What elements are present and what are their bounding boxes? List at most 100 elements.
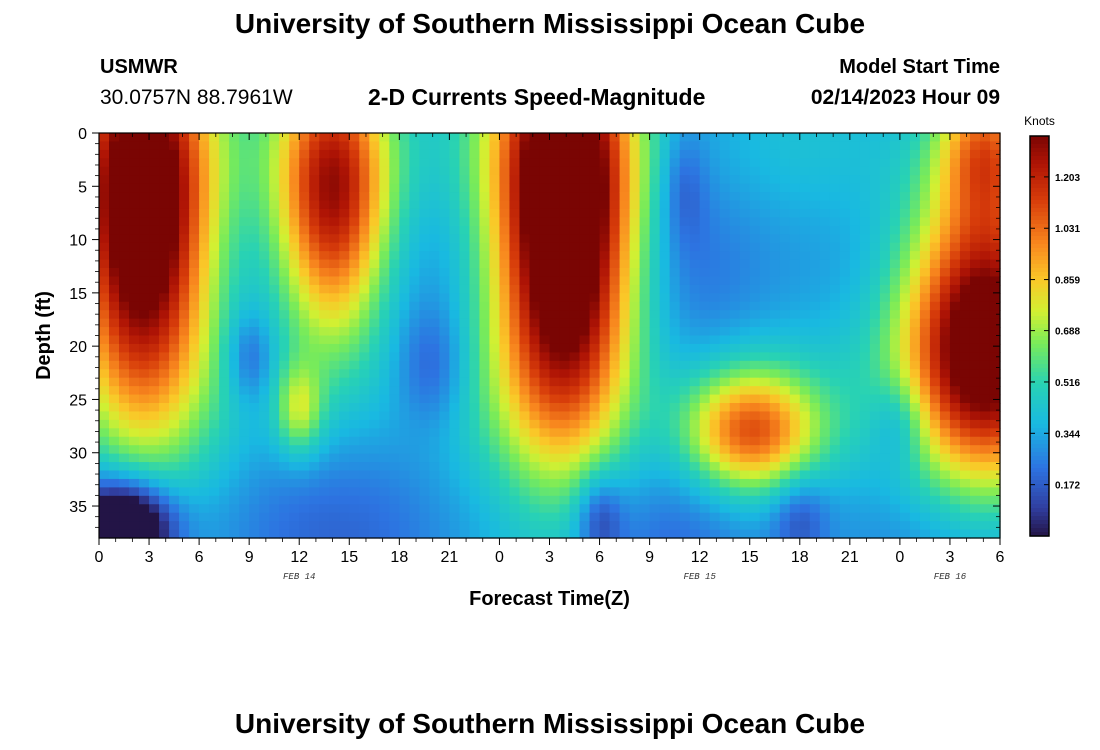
heatmap-cell (849, 175, 861, 185)
heatmap-cell (359, 268, 370, 278)
heatmap-cell (259, 360, 270, 370)
heatmap-cell (539, 428, 551, 438)
heatmap-cell (289, 318, 300, 328)
heatmap-cell (439, 293, 450, 303)
heatmap-cell (829, 487, 841, 497)
heatmap-cell (119, 268, 130, 278)
heatmap-cell (439, 487, 450, 497)
heatmap-cell (289, 327, 300, 337)
heatmap-cell (549, 284, 561, 294)
heatmap-cell (829, 436, 841, 446)
heatmap-cell (769, 445, 781, 455)
heatmap-cell (649, 318, 661, 328)
heatmap-cell (339, 436, 350, 446)
heatmap-cell (589, 293, 601, 303)
heatmap-cell (269, 360, 280, 370)
heatmap-cell (699, 217, 711, 227)
heatmap-cell (489, 436, 501, 446)
heatmap-cell (369, 149, 380, 159)
heatmap-cell (509, 259, 521, 269)
heatmap-cell (679, 428, 691, 438)
heatmap-cell (829, 360, 841, 370)
heatmap-cell (969, 403, 981, 413)
heatmap-cell (259, 251, 270, 261)
heatmap-cell (869, 217, 881, 227)
heatmap-cell (149, 487, 160, 497)
heatmap-cell (979, 462, 991, 472)
heatmap-cell (109, 301, 120, 311)
heatmap-cell (339, 158, 350, 168)
heatmap-cell (729, 158, 741, 168)
colorbar-tick-label: 0.859 (1055, 276, 1080, 287)
heatmap-cell (629, 419, 641, 429)
heatmap-cell (599, 335, 611, 345)
heatmap-cell (629, 403, 641, 413)
heatmap-cell (579, 327, 591, 337)
heatmap-cell (879, 141, 891, 151)
heatmap-cell (699, 301, 711, 311)
heatmap-cell (799, 183, 811, 193)
heatmap-cell (759, 360, 771, 370)
heatmap-cell (959, 386, 971, 396)
heatmap-cell (369, 478, 380, 488)
heatmap-cell (619, 276, 631, 286)
heatmap-cell (569, 133, 581, 143)
heatmap-cell (619, 478, 631, 488)
heatmap-cell (719, 284, 731, 294)
heatmap-cell (959, 158, 971, 168)
heatmap-cell (279, 335, 290, 345)
heatmap-cell (329, 293, 340, 303)
heatmap-cell (519, 200, 531, 210)
heatmap-cell (359, 394, 370, 404)
heatmap-cell (219, 158, 230, 168)
heatmap-cell (759, 343, 771, 353)
heatmap-cell (589, 512, 601, 522)
heatmap-cell (269, 200, 280, 210)
heatmap-cell (269, 369, 280, 379)
heatmap-cell (629, 217, 641, 227)
heatmap-cell (199, 386, 210, 396)
heatmap-cell (899, 133, 911, 143)
heatmap-cell (159, 419, 170, 429)
heatmap-cell (689, 369, 701, 379)
heatmap-cell (379, 225, 390, 235)
heatmap-cell (899, 470, 911, 480)
heatmap-cell (909, 208, 921, 218)
heatmap-cell (949, 369, 961, 379)
heatmap-cell (139, 242, 150, 252)
heatmap-cell (889, 301, 901, 311)
heatmap-cell (199, 284, 210, 294)
heatmap-cell (839, 149, 851, 159)
heatmap-cell (899, 360, 911, 370)
heatmap-cell (869, 166, 881, 176)
heatmap-cell (639, 487, 651, 497)
heatmap-cell (559, 234, 571, 244)
heatmap-cell (769, 436, 781, 446)
heatmap-cell (679, 141, 691, 151)
heatmap-cell (299, 377, 310, 387)
heatmap-cell (289, 192, 300, 202)
heatmap-cell (99, 360, 110, 370)
heatmap-cell (649, 369, 661, 379)
heatmap-cell (669, 208, 681, 218)
heatmap-cell (279, 478, 290, 488)
heatmap-cell (289, 276, 300, 286)
heatmap-cell (629, 386, 641, 396)
heatmap-cell (629, 259, 641, 269)
heatmap-cell (489, 251, 501, 261)
heatmap-cell (449, 529, 460, 539)
heatmap-cell (609, 521, 621, 531)
heatmap-cell (979, 343, 991, 353)
heatmap-cell (809, 276, 821, 286)
heatmap-cell (359, 478, 370, 488)
heatmap-cell (379, 411, 390, 421)
heatmap-cell (479, 411, 491, 421)
heatmap-cell (169, 293, 180, 303)
heatmap-cell (169, 158, 180, 168)
heatmap-cell (289, 478, 300, 488)
heatmap-cell (869, 242, 881, 252)
heatmap-cell (109, 369, 120, 379)
heatmap-cell (349, 419, 360, 429)
heatmap-cell (399, 504, 410, 514)
heatmap-cell (439, 259, 450, 269)
